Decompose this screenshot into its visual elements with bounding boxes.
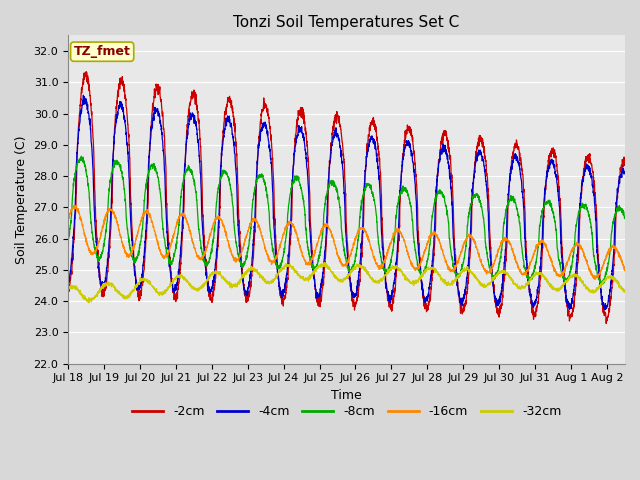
- -2cm: [611, 253, 618, 259]
- -32cm: [64, 285, 72, 291]
- -8cm: [597, 282, 605, 288]
- -8cm: [278, 260, 285, 265]
- -4cm: [611, 241, 618, 247]
- -8cm: [128, 254, 136, 260]
- -2cm: [550, 155, 558, 160]
- -8cm: [611, 216, 618, 222]
- -16cm: [591, 276, 599, 282]
- -8cm: [302, 227, 310, 233]
- -16cm: [64, 215, 72, 221]
- Text: TZ_fmet: TZ_fmet: [74, 45, 131, 58]
- -32cm: [161, 287, 169, 293]
- -16cm: [302, 262, 310, 267]
- -2cm: [161, 146, 169, 152]
- -32cm: [128, 290, 136, 296]
- -16cm: [161, 254, 169, 260]
- -32cm: [302, 277, 310, 283]
- -2cm: [621, 160, 628, 166]
- -2cm: [83, 69, 90, 74]
- -4cm: [550, 165, 558, 171]
- -2cm: [602, 321, 610, 326]
- -8cm: [621, 214, 628, 220]
- Line: -4cm: -4cm: [68, 95, 625, 310]
- Line: -16cm: -16cm: [68, 205, 625, 279]
- -2cm: [278, 301, 285, 307]
- Y-axis label: Soil Temperature (C): Soil Temperature (C): [15, 135, 28, 264]
- -4cm: [79, 92, 87, 98]
- -16cm: [128, 250, 136, 256]
- -16cm: [70, 203, 77, 208]
- Legend: -2cm, -4cm, -8cm, -16cm, -32cm: -2cm, -4cm, -8cm, -16cm, -32cm: [127, 400, 566, 423]
- X-axis label: Time: Time: [331, 389, 362, 402]
- -2cm: [64, 284, 72, 290]
- Title: Tonzi Soil Temperatures Set C: Tonzi Soil Temperatures Set C: [234, 15, 460, 30]
- -32cm: [278, 265, 285, 271]
- -4cm: [64, 277, 72, 283]
- -8cm: [161, 239, 169, 245]
- Line: -32cm: -32cm: [68, 263, 625, 303]
- -4cm: [302, 150, 310, 156]
- -2cm: [128, 223, 136, 229]
- -4cm: [621, 169, 628, 175]
- -16cm: [611, 243, 618, 249]
- -32cm: [321, 260, 328, 265]
- -4cm: [128, 238, 136, 243]
- -32cm: [85, 300, 93, 306]
- -32cm: [621, 289, 628, 295]
- -8cm: [550, 215, 558, 220]
- -16cm: [550, 266, 558, 272]
- Line: -2cm: -2cm: [68, 72, 625, 324]
- -4cm: [601, 307, 609, 312]
- -8cm: [77, 153, 85, 159]
- -16cm: [278, 237, 285, 242]
- -4cm: [161, 172, 169, 178]
- -8cm: [64, 236, 72, 242]
- -32cm: [611, 276, 618, 282]
- -4cm: [278, 288, 285, 294]
- -16cm: [621, 266, 628, 272]
- -32cm: [550, 286, 558, 292]
- -2cm: [302, 131, 310, 137]
- Line: -8cm: -8cm: [68, 156, 625, 285]
